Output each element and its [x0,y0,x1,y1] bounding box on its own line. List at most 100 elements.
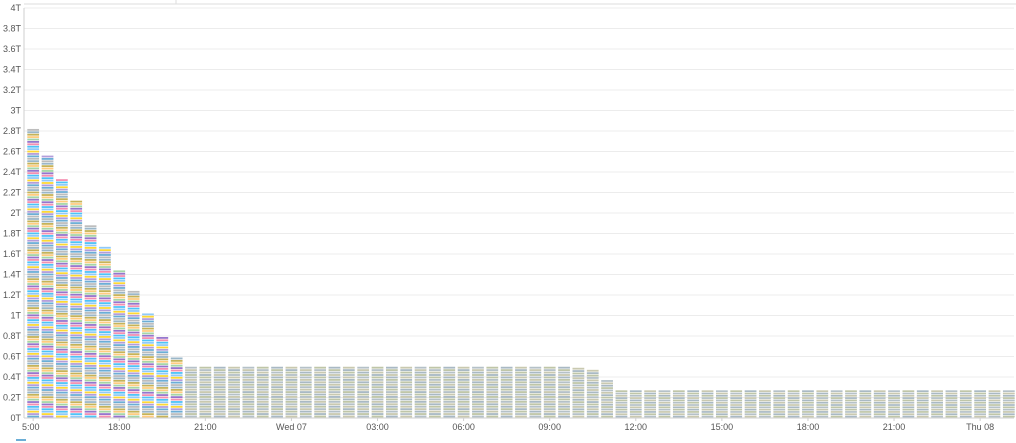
bar-segment [601,380,613,382]
bar-segment [787,415,800,418]
bar-segment [41,215,54,218]
bar-segment [70,394,83,396]
bar-segment [70,389,83,392]
bar-segment [228,381,240,384]
bar-segment [113,303,126,306]
bar-segment [400,393,413,396]
bar-segment [672,411,685,413]
bar-segment [256,396,269,398]
bar-segment [70,215,83,217]
bar-segment [730,401,743,404]
bar-segment [271,400,283,403]
bar-segment [529,388,542,391]
bar-segment [443,391,456,393]
bar-segment [242,378,255,381]
bar-segment [472,386,484,389]
bar-segment [773,394,786,397]
bar-segment [113,403,126,406]
bar-segment [342,381,355,384]
bar-segment [41,312,54,314]
bar-segment [99,396,111,399]
bar-segment [27,381,40,384]
bar-segment [342,400,355,403]
bar-segment [70,353,83,356]
bar-segment [687,392,700,395]
bar-segment [127,338,140,341]
bar-segment [959,415,972,418]
bar-segment [156,401,169,404]
bar-segment [959,390,972,393]
bar-segment [385,391,398,393]
bar-segment [802,399,814,402]
bar-segment [342,408,355,411]
bar-segment [472,400,484,403]
bar [256,366,269,418]
bar-segment [529,383,542,386]
bar-segment [959,399,972,402]
bar-segment [586,389,599,391]
bar-segment [142,318,154,320]
bar-segment [228,405,240,408]
bar-segment [170,408,183,411]
bar-segment [55,272,68,275]
bar-segment [601,394,613,397]
bar-segment [515,369,527,372]
bar-segment [41,242,54,245]
bar-segment [787,413,800,416]
bar-segment [371,376,384,379]
bar-segment [55,234,68,236]
bar-segment [99,246,111,249]
bar-segment [27,374,40,377]
bar-segment [41,251,54,254]
bar-segment [127,394,140,396]
bar-segment [113,337,126,339]
bar-segment [84,239,97,242]
bar-segment [400,378,413,381]
bar-segment [271,381,283,384]
bar-segment [457,391,470,393]
bar-segment [99,362,111,365]
bar-segment [543,391,556,393]
bar-segment [242,403,255,406]
bar-segment [70,413,83,416]
bar-segment [27,259,40,261]
bar-segment [127,305,140,308]
bar-segment [644,399,657,402]
bar-segment [242,383,255,386]
bar-segment [644,411,657,413]
bar-segment [127,334,140,336]
bar-segment [27,312,40,314]
bar-segment [170,376,183,379]
bar-segment [371,381,384,384]
bar-segment [414,383,427,386]
bar-segment [84,357,97,360]
bar-segment [41,196,54,199]
bar-segment [802,404,814,406]
bar-segment [558,378,570,381]
bar-segment [70,265,83,267]
bar-segment [142,320,154,323]
bar-segment [873,404,886,406]
bar-segment [199,378,212,381]
bar-segment [185,396,197,398]
bar-segment [500,381,513,384]
bar-segment [328,383,341,386]
bar-segment [658,401,671,404]
bar-segment [84,348,97,350]
bar-segment [285,386,298,389]
bar-segment [730,411,743,413]
bar-segment [644,415,657,418]
bar-segment [84,309,97,312]
bar-segment [27,198,40,201]
bar-segment [385,369,398,372]
bar-segment [27,369,40,372]
bar-segment [730,392,743,395]
bar-segment [715,404,728,406]
bar-segment [113,306,126,308]
bar-segment [27,336,40,338]
bar-segment [988,406,1001,409]
bar-segment [170,413,183,415]
bar-segment [414,386,427,389]
bar-segment [27,275,40,278]
y-tick-label: 2.4T [3,167,22,177]
